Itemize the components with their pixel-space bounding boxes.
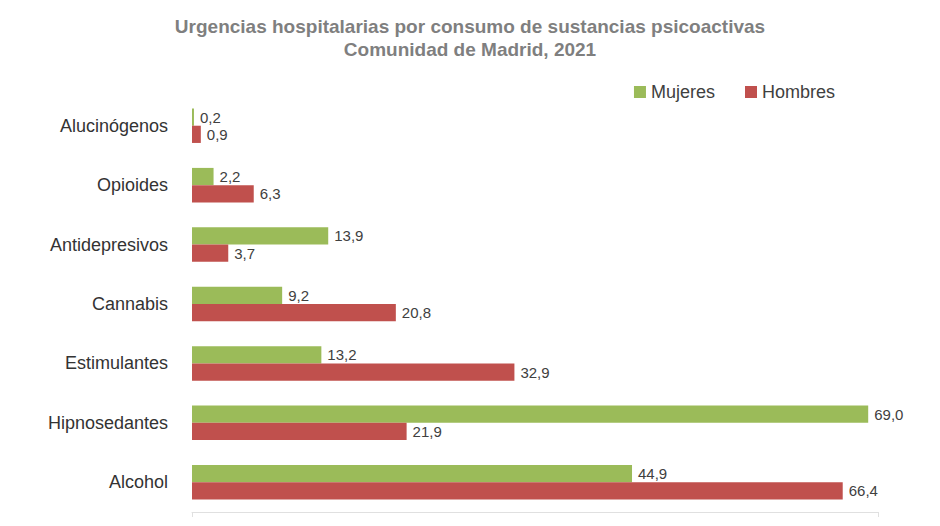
svg-text:0,9: 0,9 <box>207 126 228 143</box>
svg-text:Comunidad de Madrid, 2021: Comunidad de Madrid, 2021 <box>344 39 597 60</box>
svg-text:13,2: 13,2 <box>327 346 356 363</box>
svg-text:Urgencias hospitalarias por co: Urgencias hospitalarias por consumo de s… <box>175 16 765 37</box>
svg-text:9,2: 9,2 <box>288 287 309 304</box>
svg-text:Alcohol: Alcohol <box>109 472 168 492</box>
svg-text:Hombres: Hombres <box>762 82 835 102</box>
svg-text:2,2: 2,2 <box>220 168 241 185</box>
svg-text:21,9: 21,9 <box>413 423 442 440</box>
svg-text:69,0: 69,0 <box>874 406 903 423</box>
svg-text:13,9: 13,9 <box>334 227 363 244</box>
svg-text:66,4: 66,4 <box>849 482 878 499</box>
svg-text:Alucinógenos: Alucinógenos <box>60 116 168 136</box>
svg-text:Antidepresivos: Antidepresivos <box>50 235 168 255</box>
svg-text:Hipnosedantes: Hipnosedantes <box>48 413 168 433</box>
svg-text:6,3: 6,3 <box>260 185 281 202</box>
svg-text:Opioides: Opioides <box>97 175 168 195</box>
svg-text:Mujeres: Mujeres <box>651 82 715 102</box>
svg-text:Cannabis: Cannabis <box>92 294 168 314</box>
svg-text:44,9: 44,9 <box>638 465 667 482</box>
svg-text:3,7: 3,7 <box>234 245 255 262</box>
svg-text:32,9: 32,9 <box>520 364 549 381</box>
svg-text:0,2: 0,2 <box>200 109 221 126</box>
svg-text:20,8: 20,8 <box>402 304 431 321</box>
svg-text:Estimulantes: Estimulantes <box>65 353 168 373</box>
